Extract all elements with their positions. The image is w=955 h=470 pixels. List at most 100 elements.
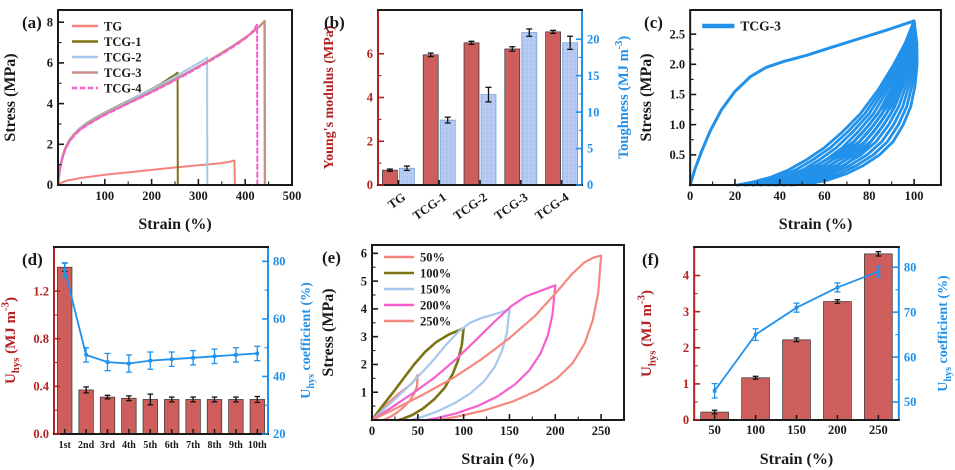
svg-text:1.5: 1.5 xyxy=(670,88,686,102)
svg-text:Uhys coefficient (%): Uhys coefficient (%) xyxy=(299,282,317,399)
svg-text:6: 6 xyxy=(367,47,373,61)
svg-text:4: 4 xyxy=(683,269,690,283)
svg-text:2nd: 2nd xyxy=(78,440,95,451)
svg-text:150: 150 xyxy=(500,424,519,438)
svg-text:Strain (%): Strain (%) xyxy=(461,451,534,468)
svg-text:8: 8 xyxy=(47,15,53,29)
svg-text:9th: 9th xyxy=(229,440,243,451)
svg-text:0.0: 0.0 xyxy=(33,427,49,441)
svg-text:Uhys (MJ m-3): Uhys (MJ m-3) xyxy=(0,297,22,384)
svg-text:0.5: 0.5 xyxy=(670,148,686,162)
svg-text:(b): (b) xyxy=(324,13,345,32)
panel-f-hysteresis-strain-bars: 50 100 150 200 250 0 1 2 3 4 50 60 70 80 Strain (%) Uhy… xyxy=(636,235,955,470)
svg-text:0.4: 0.4 xyxy=(33,380,49,394)
svg-text:0: 0 xyxy=(369,424,375,438)
svg-text:20: 20 xyxy=(587,32,600,46)
svg-text:50: 50 xyxy=(708,423,721,437)
svg-text:Stress (MPa): Stress (MPa) xyxy=(2,53,19,141)
svg-text:50: 50 xyxy=(904,395,917,409)
svg-text:40: 40 xyxy=(273,370,286,384)
svg-text:200: 200 xyxy=(142,189,161,203)
svg-text:60: 60 xyxy=(904,350,917,364)
svg-text:(f): (f) xyxy=(642,250,659,269)
svg-text:40: 40 xyxy=(773,189,786,203)
panel-b-modulus-toughness-bars: TG TCG-1 TCG-2 TCG-3 TCG-4 0 2 4 6 0 5 10 15 20 Young'… xyxy=(318,0,636,235)
svg-text:50%: 50% xyxy=(420,251,445,265)
panel-a-chart: 100 200 300 400 500 0 2 4 6 8 Strain (%) Stress (MP… xyxy=(2,9,302,233)
svg-text:150: 150 xyxy=(787,423,806,437)
svg-text:3rd: 3rd xyxy=(100,440,115,451)
svg-text:250%: 250% xyxy=(420,315,451,329)
svg-text:0: 0 xyxy=(687,189,693,203)
svg-text:3: 3 xyxy=(361,330,367,344)
svg-text:10th: 10th xyxy=(248,440,267,451)
svg-text:15: 15 xyxy=(587,69,600,83)
svg-text:8th: 8th xyxy=(208,440,222,451)
svg-text:3: 3 xyxy=(683,305,689,319)
svg-text:0: 0 xyxy=(683,413,689,427)
svg-text:Strain (%): Strain (%) xyxy=(760,451,834,468)
svg-text:1.2: 1.2 xyxy=(33,284,49,298)
svg-text:TCG-3: TCG-3 xyxy=(492,190,531,223)
svg-text:TCG-4: TCG-4 xyxy=(533,190,572,223)
svg-text:0.8: 0.8 xyxy=(33,332,49,346)
svg-text:7th: 7th xyxy=(186,440,200,451)
svg-text:TCG-2: TCG-2 xyxy=(104,51,142,65)
panel-c-cyclic-loading-tcg3: 0 20 40 60 80 100 0.5 1.0 1.5 2.0 2.5 Strain (%) Str… xyxy=(636,0,955,235)
panel-d-hysteresis-cycles: 1st 2nd 3rd 4th 5th 6th 7th 8th 9th 10th 0.0 0.4 0.8… xyxy=(0,235,318,470)
svg-text:250: 250 xyxy=(869,423,888,437)
svg-text:0: 0 xyxy=(587,178,593,192)
svg-text:5th: 5th xyxy=(143,440,157,451)
svg-text:5: 5 xyxy=(587,142,593,156)
svg-text:Young's modulus (MPa): Young's modulus (MPa) xyxy=(322,25,337,169)
svg-text:200%: 200% xyxy=(420,299,451,313)
svg-text:5: 5 xyxy=(361,274,367,288)
svg-text:400: 400 xyxy=(236,189,255,203)
svg-text:Strain (%): Strain (%) xyxy=(138,216,211,233)
svg-text:Stress (MPa): Stress (MPa) xyxy=(320,288,337,376)
svg-text:500: 500 xyxy=(283,189,302,203)
svg-text:100: 100 xyxy=(746,423,765,437)
svg-text:100: 100 xyxy=(905,189,924,203)
svg-text:TCG-1: TCG-1 xyxy=(410,190,449,223)
svg-text:1.0: 1.0 xyxy=(670,118,686,132)
svg-text:2.0: 2.0 xyxy=(670,58,686,72)
svg-text:4: 4 xyxy=(361,302,368,316)
svg-text:1: 1 xyxy=(683,377,689,391)
svg-text:100: 100 xyxy=(95,189,114,203)
svg-text:4: 4 xyxy=(47,97,54,111)
svg-text:1st: 1st xyxy=(59,440,72,451)
svg-text:TCG-2: TCG-2 xyxy=(451,190,490,223)
svg-text:60: 60 xyxy=(818,189,831,203)
svg-text:2: 2 xyxy=(47,138,53,152)
panel-b-chart: TG TCG-1 TCG-2 TCG-3 TCG-4 0 2 4 6 0 5 10 15 20 Young'… xyxy=(322,9,632,223)
svg-text:150%: 150% xyxy=(420,283,451,297)
svg-text:(d): (d) xyxy=(22,250,43,269)
svg-text:(a): (a) xyxy=(22,13,42,32)
svg-text:100%: 100% xyxy=(420,267,451,281)
svg-text:Strain (%): Strain (%) xyxy=(779,216,853,233)
svg-text:TCG-4: TCG-4 xyxy=(104,82,142,96)
svg-text:10: 10 xyxy=(587,105,600,119)
svg-text:(c): (c) xyxy=(644,13,663,32)
svg-text:TCG-3: TCG-3 xyxy=(740,19,781,34)
svg-text:Stress (MPa): Stress (MPa) xyxy=(638,53,655,141)
svg-text:80: 80 xyxy=(863,189,876,203)
svg-text:300: 300 xyxy=(189,189,208,203)
panel-e-chart: 0 50 100 150 200 250 1 2 3 4 5 6 Strain (%) Stress (M… xyxy=(320,244,625,468)
svg-text:2: 2 xyxy=(361,358,367,372)
svg-text:Uhys (MJ m-3): Uhys (MJ m-3) xyxy=(636,290,658,377)
panel-d-chart: 1st 2nd 3rd 4th 5th 6th 7th 8th 9th 10th 0.0 0.4 0.8… xyxy=(0,246,317,451)
svg-text:60: 60 xyxy=(273,312,286,326)
svg-text:TCG-3: TCG-3 xyxy=(104,66,142,80)
svg-text:20: 20 xyxy=(729,189,742,203)
svg-text:250: 250 xyxy=(592,424,611,438)
svg-text:4th: 4th xyxy=(122,440,136,451)
svg-text:4: 4 xyxy=(367,91,374,105)
svg-text:6: 6 xyxy=(47,56,53,70)
svg-text:2: 2 xyxy=(367,134,373,148)
svg-text:200: 200 xyxy=(828,423,847,437)
svg-text:200: 200 xyxy=(546,424,565,438)
svg-text:6: 6 xyxy=(361,247,367,261)
